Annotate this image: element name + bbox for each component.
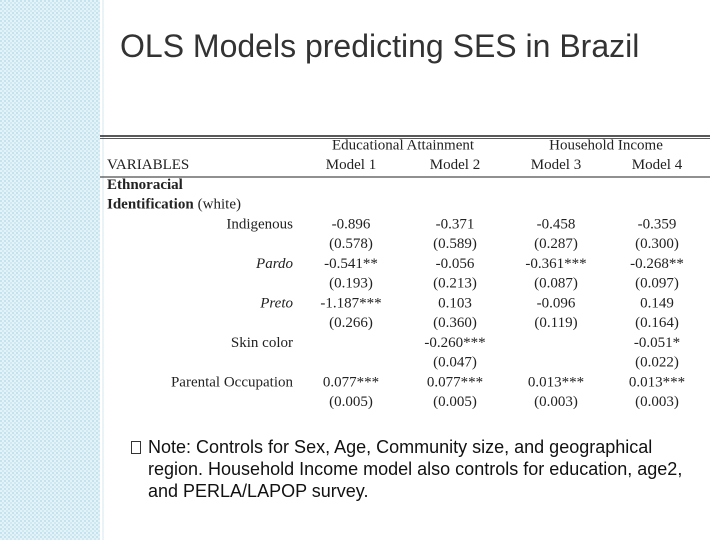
row-label: Skin color <box>231 335 293 351</box>
table: Educational Attainment Household Income VA… <box>107 137 685 410</box>
coefficient: -1.187*** <box>320 295 381 311</box>
section-label: Ethnoracial <box>107 177 183 193</box>
standard-error: (0.003) <box>534 394 578 410</box>
standard-error: (0.005) <box>329 394 373 410</box>
standard-error: (0.022) <box>635 355 679 371</box>
standard-error: (0.213) <box>433 276 477 292</box>
standard-error: (0.589) <box>433 236 477 252</box>
coefficient: -0.359 <box>638 216 677 232</box>
side-band <box>0 0 100 540</box>
standard-error: (0.087) <box>534 276 578 292</box>
group-header: Household Income <box>549 137 663 153</box>
standard-error: (0.119) <box>534 315 577 331</box>
column-header: VARIABLES <box>107 157 189 173</box>
coefficient: -0.051* <box>634 335 680 351</box>
standard-error: (0.047) <box>433 355 477 371</box>
standard-error: (0.287) <box>534 236 578 252</box>
coefficient: 0.077*** <box>427 374 483 390</box>
standard-error: (0.097) <box>635 276 679 292</box>
slide-title: OLS Models predicting SES in Brazil <box>120 28 640 64</box>
column-header: Model 4 <box>632 157 683 173</box>
coefficient: 0.013*** <box>528 374 584 390</box>
coefficient: -0.458 <box>537 216 576 232</box>
bullet <box>131 441 141 454</box>
row-label: Parental Occupation <box>171 374 294 390</box>
reference-category: (white) <box>198 197 241 213</box>
coefficient: 0.103 <box>438 295 472 311</box>
coefficient: -0.361*** <box>525 256 586 272</box>
column-header: Model 1 <box>326 157 376 173</box>
coefficient: -0.896 <box>332 216 371 232</box>
row-label: Pardo <box>255 256 293 272</box>
standard-error: (0.164) <box>635 315 679 331</box>
column-header: Model 3 <box>531 157 581 173</box>
coefficient: -0.260*** <box>424 335 485 351</box>
coefficient: 0.077*** <box>323 374 379 390</box>
standard-error: (0.003) <box>635 394 679 410</box>
coefficient: -0.268** <box>630 256 684 272</box>
note: Note: Controls for Sex, Age, Community s… <box>148 437 683 501</box>
coefficient: -0.541** <box>324 256 378 272</box>
standard-error: (0.360) <box>433 315 477 331</box>
column-header: Model 2 <box>430 157 480 173</box>
row-label: Indigenous <box>226 216 293 232</box>
coefficient: -0.096 <box>537 295 576 311</box>
row-label: Preto <box>259 295 293 311</box>
standard-error: (0.578) <box>329 236 373 252</box>
coefficient: 0.013*** <box>629 374 685 390</box>
section-label: Identification (white) <box>107 197 241 213</box>
coefficient: 0.149 <box>640 295 674 311</box>
coefficient: -0.371 <box>436 216 475 232</box>
standard-error: (0.266) <box>329 315 373 331</box>
standard-error: (0.193) <box>329 276 373 292</box>
standard-error: (0.300) <box>635 236 679 252</box>
coefficient: -0.056 <box>436 256 475 272</box>
group-header: Educational Attainment <box>332 137 475 153</box>
section-sublabel: Identification <box>107 197 194 213</box>
standard-error: (0.005) <box>433 394 477 410</box>
